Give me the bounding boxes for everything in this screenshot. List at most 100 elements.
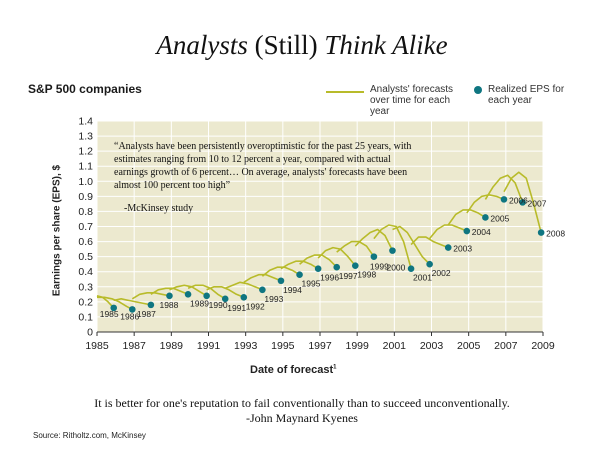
y-tick-label: 1.0 [78,176,93,188]
realized-eps-dot-1995 [296,271,303,279]
realized-eps-dot-2003 [444,244,452,251]
forecast-line-2002 [392,225,431,265]
realized-year-label: 1985 [100,309,119,319]
x-tick-label: 2007 [494,340,518,352]
realized-year-label: 1992 [246,301,265,311]
y-tick-label: 0.7 [78,221,93,233]
realized-eps-dot-1997 [333,263,341,271]
y-tick-label: 0.5 [78,251,93,263]
title-plain-part: (Still) [247,30,325,60]
realized-eps-dot-2001 [407,265,415,273]
x-tick-label: 1993 [234,340,258,352]
y-tick-label: 1.2 [78,146,93,158]
chart-subtitle: S&P 500 companies [28,82,142,96]
legend-forecast-label: Analysts' forecasts over time for each y… [370,84,454,117]
realized-eps-dot-1993 [259,286,266,294]
realized-year-label: 1998 [357,270,376,280]
y-tick-label: 1.3 [78,131,93,143]
realized-eps-dot-1989 [184,291,192,298]
realized-year-label: 1990 [209,300,228,310]
x-axis-title-text: Date of forecast [250,364,334,376]
realized-eps-dot-2000 [389,247,396,254]
forecast-line-1999 [336,240,375,258]
realized-eps-dot-1996 [314,265,322,273]
y-tick-label: 0.2 [78,296,93,308]
forecast-line-2007 [484,174,524,203]
x-tick-label: 1995 [271,340,295,352]
y-tick-label: 0.3 [78,281,93,293]
realized-year-label: 1991 [227,303,246,313]
forecast-line-2000 [354,228,394,251]
mckinsey-quote-attribution: -McKinsey study [124,203,194,214]
realized-eps-dot-2002 [426,260,433,268]
legend-realized-dot-swatch [474,86,482,94]
title-italic-part-2: Think Alike [324,30,448,60]
realized-eps-dot-1987 [147,301,155,309]
realized-eps-dot-1986 [129,306,136,313]
realized-eps-dots [110,196,545,313]
realized-year-label: 2003 [453,244,472,254]
realized-eps-dot-2007 [519,199,526,206]
realized-year-label: 2006 [509,195,528,205]
keynes-attribution: -John Maynard Kyenes [246,411,358,425]
x-tick-label: 1985 [85,340,109,352]
realized-year-label: 2001 [413,273,432,283]
y-tick-label: 0.8 [78,206,93,218]
x-tick-label: 2005 [457,340,481,352]
realized-year-label: 2007 [528,198,547,208]
forecast-line-2001 [373,224,412,269]
mckinsey-quote: “Analysts have been persistently overopt… [114,141,412,191]
y-tick-label: 1.4 [78,116,93,128]
y-tick-label: 0 [87,327,93,339]
realized-year-label: 2004 [472,227,491,237]
axes: 1985 1987 1989 1991 1993 1995 1997 1999 2001 2003… [78,116,554,353]
slide-title: Analysts (Still) Think Alike [0,30,604,61]
realized-year-label: 1988 [159,300,178,310]
realized-eps-dot-1992 [240,294,248,301]
title-italic-part-1: Analysts [156,30,248,60]
forecast-line-1996 [280,260,319,270]
forecast-line-2003 [410,236,449,249]
realized-year-label: 2002 [432,268,451,278]
forecast-line-1993 [224,281,263,291]
y-axis-title: Earnings per share (EPS), $ [51,164,63,297]
realized-year-label: 2000 [386,263,405,273]
forecast-line-1990 [169,284,208,297]
x-axis-title: Date of forecast1 [250,364,336,376]
realized-eps-dot-2004 [463,227,471,235]
forecast-line-2005 [447,209,486,226]
y-tick-label: 1.1 [78,161,93,173]
realized-year-label: 1994 [283,285,302,295]
forecast-line-1991 [187,284,226,300]
x-tick-label: 2003 [420,340,444,352]
x-tick-label: 2009 [531,340,555,352]
realized-eps-dot-1991 [221,295,229,303]
y-tick-label: 0.9 [78,191,93,203]
realized-year-label: 1996 [320,273,339,283]
x-tick-label: 1991 [197,340,221,352]
forecast-line-1989 [150,287,189,296]
x-tick-label: 1989 [160,340,184,352]
realized-year-label: 1987 [137,309,156,319]
realized-year-label: 1993 [264,294,283,304]
realized-year-label: 1999 [370,262,389,272]
realized-year-label: 1997 [339,271,358,281]
forecast-line-1994 [243,273,282,283]
source-note: Source: Ritholtz.com, McKinsey [33,431,146,440]
forecast-line-1987 [113,298,152,306]
forecast-lines [96,171,542,311]
realized-year-label: 2005 [490,213,509,223]
keynes-quote: It is better for one's reputation to fai… [94,396,510,410]
realized-eps-dot-2006 [500,196,508,203]
realized-eps-dot-1990 [203,292,210,300]
forecast-line-1997 [299,254,338,268]
realized-eps-dot-1988 [166,292,173,300]
x-tick-label: 2001 [383,340,407,352]
realized-eps-dot-2005 [482,214,489,221]
x-tick-label: 1999 [345,340,369,352]
legend-forecast-line-swatch [326,91,364,93]
y-tick-label: 0.6 [78,236,93,248]
